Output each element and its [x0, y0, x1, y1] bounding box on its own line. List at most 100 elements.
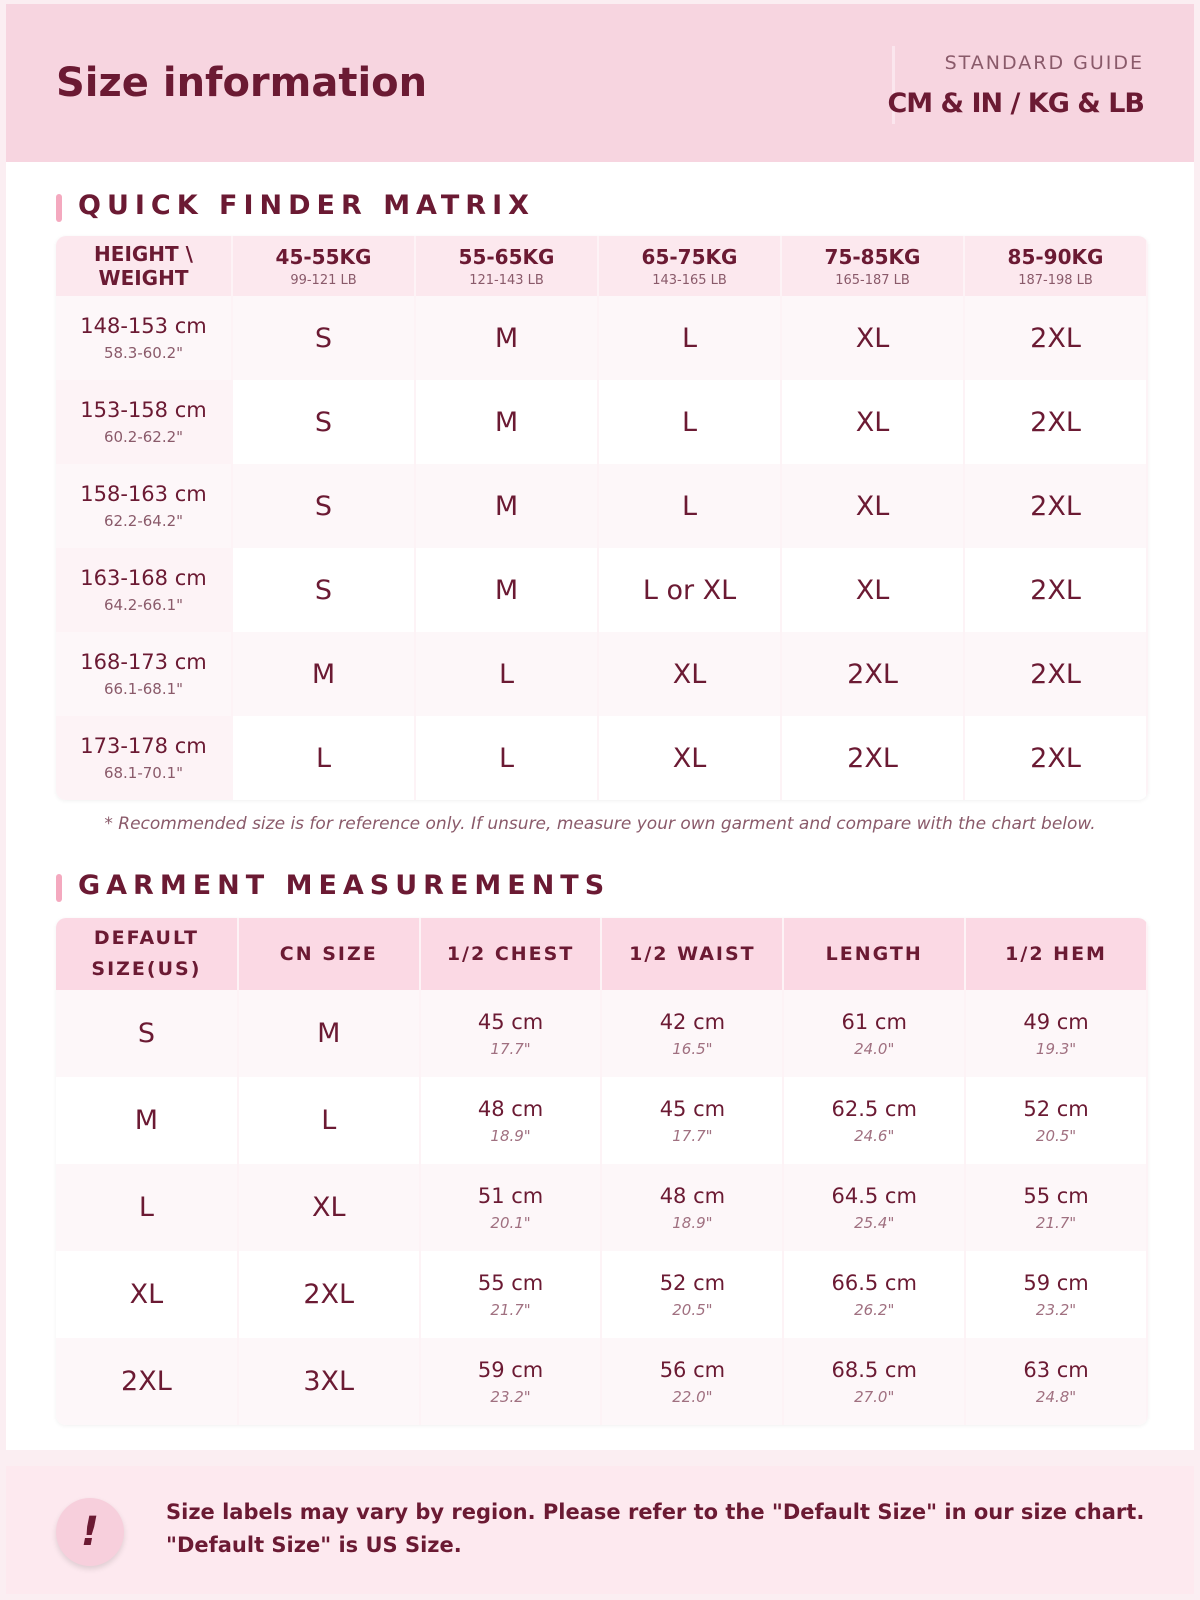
- height-cell: 158-163 cm 62.2-64.2": [56, 464, 233, 548]
- size-cell: 2XL: [964, 464, 1148, 548]
- size-cell: L: [598, 296, 782, 380]
- size-cell: L: [598, 464, 782, 548]
- measurement: 64.5 cm 25.4": [783, 1164, 967, 1251]
- column-header: LENGTH: [783, 918, 967, 990]
- size-cell: XL: [781, 380, 965, 464]
- row: 158-163 cm 62.2-64.2" S M L XL 2XL: [56, 464, 1148, 548]
- header-row: DEFAULT SIZE(US) CN SIZE 1/2 CHEST 1/2 WAIS…: [56, 918, 1148, 990]
- cn-size: 2XL: [237, 1251, 421, 1338]
- measurement: 59 cm 23.2": [965, 1251, 1148, 1338]
- size-cell: S: [232, 548, 416, 632]
- measurement-inch: 17.7": [490, 1039, 531, 1058]
- header-row: HEIGHT \ WEIGHT 45-55KG 99-121 LB 55-65KG 12…: [56, 236, 1148, 296]
- column-header: 1/2 WAIST: [601, 918, 785, 990]
- weight-header: 85-90KG 187-198 LB: [964, 236, 1148, 296]
- height-inch: 66.1-68.1": [103, 680, 184, 698]
- height-inch: 62.2-64.2": [103, 512, 184, 530]
- weight-lb: 165-187 LB: [835, 272, 910, 288]
- measurement-inch: 24.8": [1035, 1387, 1077, 1406]
- column-header: 1/2 CHEST: [419, 918, 603, 990]
- measurement-inch: 17.7": [672, 1126, 713, 1145]
- measurement-inch: 26.2": [854, 1300, 895, 1319]
- measurement: 68.5 cm 27.0": [783, 1338, 967, 1425]
- size-cell: XL: [781, 464, 965, 548]
- size-cell: M: [415, 548, 599, 632]
- size-cell: M: [415, 380, 599, 464]
- measurement: 55 cm 21.7": [965, 1164, 1148, 1251]
- weight-lb: 121-143 LB: [469, 272, 544, 288]
- measurement: 66.5 cm 26.2": [783, 1251, 967, 1338]
- title: Size information: [56, 60, 428, 106]
- size-cell: XL: [598, 632, 782, 716]
- column-header: 1/2 HEM: [965, 918, 1148, 990]
- row: 173-178 cm 68.1-70.1" L L XL 2XL 2XL: [56, 716, 1148, 800]
- measurement-inch: 16.5": [672, 1039, 713, 1058]
- header: Size information STANDARD GUIDE CM & IN …: [6, 4, 1194, 162]
- measurement: 63 cm 24.8": [965, 1338, 1148, 1425]
- height-cell: 148-153 cm 58.3-60.2": [56, 296, 233, 380]
- measurement-inch: 24.6": [854, 1126, 895, 1145]
- section-title: GARMENT MEASUREMENTS: [56, 870, 610, 902]
- weight-header: 75-85KG 165-187 LB: [781, 236, 965, 296]
- row: 2XL 3XL 59 cm 23.2" 56 cm 22.0" 68.5 cm 27.0" 63…: [56, 1338, 1148, 1425]
- us-size: 2XL: [56, 1338, 239, 1425]
- us-size: XL: [56, 1251, 239, 1338]
- height-inch: 60.2-62.2": [103, 428, 184, 446]
- size-cell: M: [415, 464, 599, 548]
- measurement-inch: 23.2": [1035, 1300, 1077, 1319]
- weight-header: 55-65KG 121-143 LB: [415, 236, 599, 296]
- us-size: S: [56, 990, 239, 1077]
- measurement-inch: 19.3": [1035, 1039, 1077, 1058]
- column-header: DEFAULT SIZE(US): [56, 918, 239, 990]
- row: M L 48 cm 18.9" 45 cm 17.7" 62.5 cm 24.6" 52 cm 2…: [56, 1077, 1148, 1164]
- cn-size: M: [237, 990, 421, 1077]
- size-cell: S: [232, 380, 416, 464]
- row: S M 45 cm 17.7" 42 cm 16.5" 61 cm 24.0" 49 cm 19.…: [56, 990, 1148, 1077]
- measurement: 48 cm 18.9": [601, 1164, 785, 1251]
- size-cell: L: [598, 380, 782, 464]
- size-cell: S: [232, 296, 416, 380]
- measurement: 52 cm 20.5": [965, 1077, 1148, 1164]
- cn-size: 3XL: [237, 1338, 421, 1425]
- row: L XL 51 cm 20.1" 48 cm 18.9" 64.5 cm 25.4" 55 cm…: [56, 1164, 1148, 1251]
- us-size: M: [56, 1077, 239, 1164]
- quick-finder-table: HEIGHT \ WEIGHT 45-55KG 99-121 LB 55-65KG 12…: [56, 236, 1148, 800]
- notice: ! Size labels may vary by region. Please…: [6, 1466, 1194, 1594]
- cn-size: XL: [237, 1164, 421, 1251]
- size-cell: XL: [781, 548, 965, 632]
- column-header: CN SIZE: [237, 918, 421, 990]
- weight-header: 45-55KG 99-121 LB: [232, 236, 416, 296]
- measurement: 42 cm 16.5": [601, 990, 785, 1077]
- measurement-inch: 18.9": [490, 1126, 531, 1145]
- height-cell: 168-173 cm 66.1-68.1": [56, 632, 233, 716]
- measurement-inch: 24.0": [854, 1039, 895, 1058]
- measurement: 51 cm 20.1": [419, 1164, 603, 1251]
- measurement: 45 cm 17.7": [601, 1077, 785, 1164]
- row: 153-158 cm 60.2-62.2" S M L XL 2XL: [56, 380, 1148, 464]
- measurement: 55 cm 21.7": [419, 1251, 603, 1338]
- height-cell: 153-158 cm 60.2-62.2": [56, 380, 233, 464]
- height-inch: 64.2-66.1": [103, 596, 184, 614]
- measurement-inch: 20.5": [1035, 1126, 1077, 1145]
- cn-size: L: [237, 1077, 421, 1164]
- height-cell: 163-168 cm 64.2-66.1": [56, 548, 233, 632]
- divider: [892, 46, 895, 124]
- guide-label: STANDARD GUIDE: [944, 52, 1144, 74]
- size-cell: S: [232, 464, 416, 548]
- measurement-inch: 21.7": [490, 1300, 531, 1319]
- size-cell: 2XL: [964, 548, 1148, 632]
- size-cell: 2XL: [964, 632, 1148, 716]
- size-cell: 2XL: [781, 632, 965, 716]
- size-cell: 2XL: [964, 296, 1148, 380]
- row: 168-173 cm 66.1-68.1" M L XL 2XL 2XL: [56, 632, 1148, 716]
- weight-lb: 99-121 LB: [290, 272, 357, 288]
- weight-lb: 143-165 LB: [652, 272, 727, 288]
- measurement-inch: 20.1": [490, 1213, 531, 1232]
- height-inch: 58.3-60.2": [103, 344, 184, 362]
- measurement: 49 cm 19.3": [965, 990, 1148, 1077]
- measurement: 56 cm 22.0": [601, 1338, 785, 1425]
- size-cell: L: [415, 632, 599, 716]
- measurement-inch: 27.0": [854, 1387, 895, 1406]
- measurement-inch: 22.0": [672, 1387, 713, 1406]
